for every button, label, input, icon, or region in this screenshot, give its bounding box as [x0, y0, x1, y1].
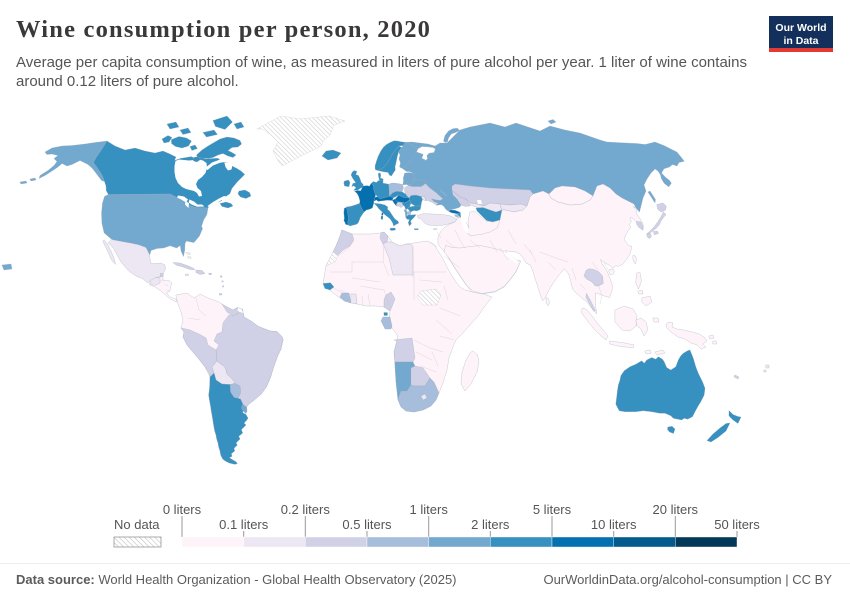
svg-text:1 liters: 1 liters [410, 502, 449, 517]
svg-text:0 liters: 0 liters [163, 502, 202, 517]
svg-text:0.2 liters: 0.2 liters [281, 502, 331, 517]
svg-text:0.5 liters: 0.5 liters [342, 517, 392, 532]
svg-text:0.1 liters: 0.1 liters [219, 517, 269, 532]
svg-text:50 liters: 50 liters [714, 517, 760, 532]
svg-text:5 liters: 5 liters [533, 502, 572, 517]
svg-text:20 liters: 20 liters [653, 502, 699, 517]
svg-text:2 liters: 2 liters [471, 517, 510, 532]
svg-text:10 liters: 10 liters [591, 517, 637, 532]
svg-text:No data: No data [114, 517, 160, 532]
